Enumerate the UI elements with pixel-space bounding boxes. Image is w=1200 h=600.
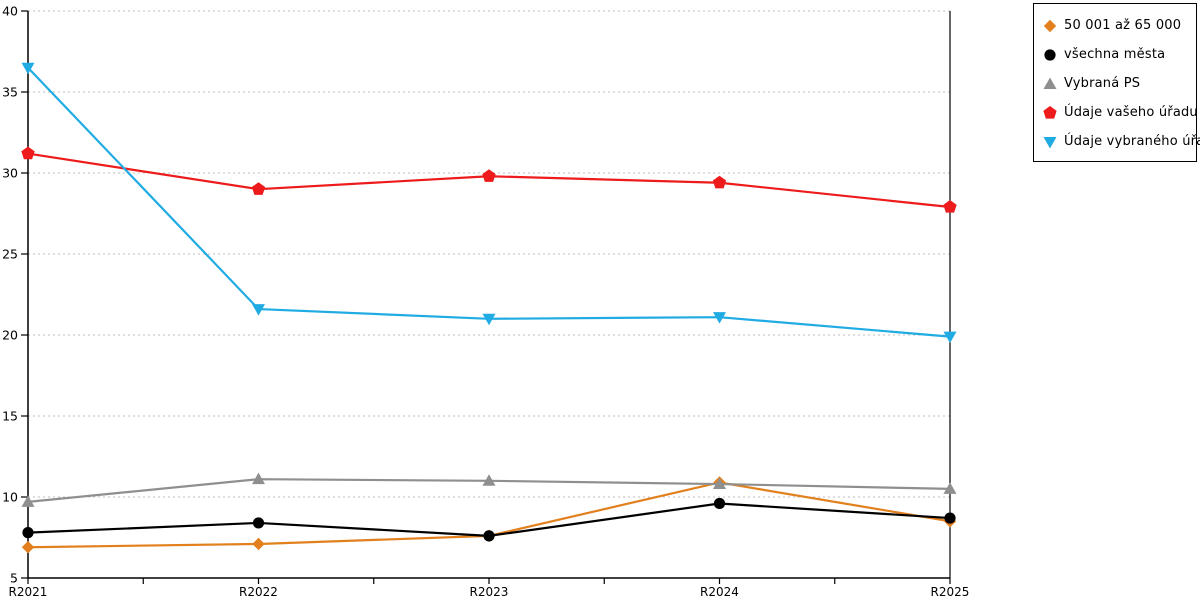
pentagon-marker-3 [251,182,266,195]
legend: 50 001 až 65 000 všechna města Vybraná PS Ú… [1033,3,1200,162]
circle-marker-1 [22,527,34,539]
x-tick-label: R2024 [700,585,739,599]
diamond-marker-0 [252,537,265,551]
series-line-4 [27,66,951,338]
legend-item-label: 50 001 až 65 000 [1064,18,1182,33]
y-tick-label: 30 [2,166,18,181]
y-tick-label: 35 [2,85,18,100]
triangle-up-marker-2 [252,472,265,485]
triangle-down-marker-4 [21,62,35,75]
triangle-down-marker-4 [713,312,726,324]
triangle-up-icon [1043,77,1057,89]
y-tick-label: 25 [2,247,18,262]
legend-item: Vybraná PS [1042,69,1190,98]
legend-item: 50 001 až 65 000 [1042,11,1190,40]
pentagon-marker-3 [943,200,957,213]
x-tick-label: R2025 [931,585,970,599]
triangle-up-marker-2 [482,474,496,486]
circle-icon [1044,48,1056,61]
legend-item-label: Vybraná PS [1064,76,1141,91]
triangle-down-marker-4 [482,313,496,326]
legend-item: Údaje vašeho úřadu [1042,98,1198,127]
triangle-down-marker-4 [252,304,265,316]
pentagon-marker-3 [21,146,35,160]
y-tick-label: 40 [2,4,18,19]
chart-svg: 5 10 15 20 25 30 35 40 R2021 R2022 R2023 R2024 R2025 [2,4,970,600]
pentagon-marker-3 [712,175,727,189]
triangle-up-marker-2 [713,477,726,490]
legend-item-label: Údaje vašeho úřadu [1064,105,1198,120]
diamond-marker-legend [1043,19,1057,32]
y-tick-label: 20 [2,328,18,343]
legend-item-label: Údaje vybraného úřadu [1064,134,1200,149]
diamond-icon [1043,19,1057,32]
legend-item: Údaje vybraného úřadu [1042,127,1200,156]
circle-marker-legend [1044,48,1056,61]
x-tick-label: R2023 [470,585,509,599]
circle-marker-1 [252,517,265,529]
x-tick-label: R2022 [239,585,278,599]
diamond-marker-0 [21,541,35,554]
triangle-up-marker-legend [1043,77,1057,89]
circle-marker-1 [944,512,956,524]
triangle-up-marker-2 [21,495,35,507]
pentagon-icon [1043,105,1057,119]
triangle-down-marker-4 [943,331,957,344]
circle-marker-1 [713,497,726,510]
triangle-up-marker-2 [943,482,957,494]
legend-item: všechna města [1042,40,1190,69]
x-tick-label: R2021 [9,585,48,599]
circle-marker-1 [483,530,495,542]
y-tick-label: 15 [2,409,18,424]
triangle-down-icon [1043,136,1057,148]
pentagon-marker-legend [1043,105,1057,119]
y-tick-label: 5 [10,571,18,586]
y-tick-label: 10 [2,490,18,505]
pentagon-marker-3 [482,169,496,182]
triangle-down-marker-legend [1043,136,1057,148]
legend-item-label: všechna města [1064,47,1166,62]
